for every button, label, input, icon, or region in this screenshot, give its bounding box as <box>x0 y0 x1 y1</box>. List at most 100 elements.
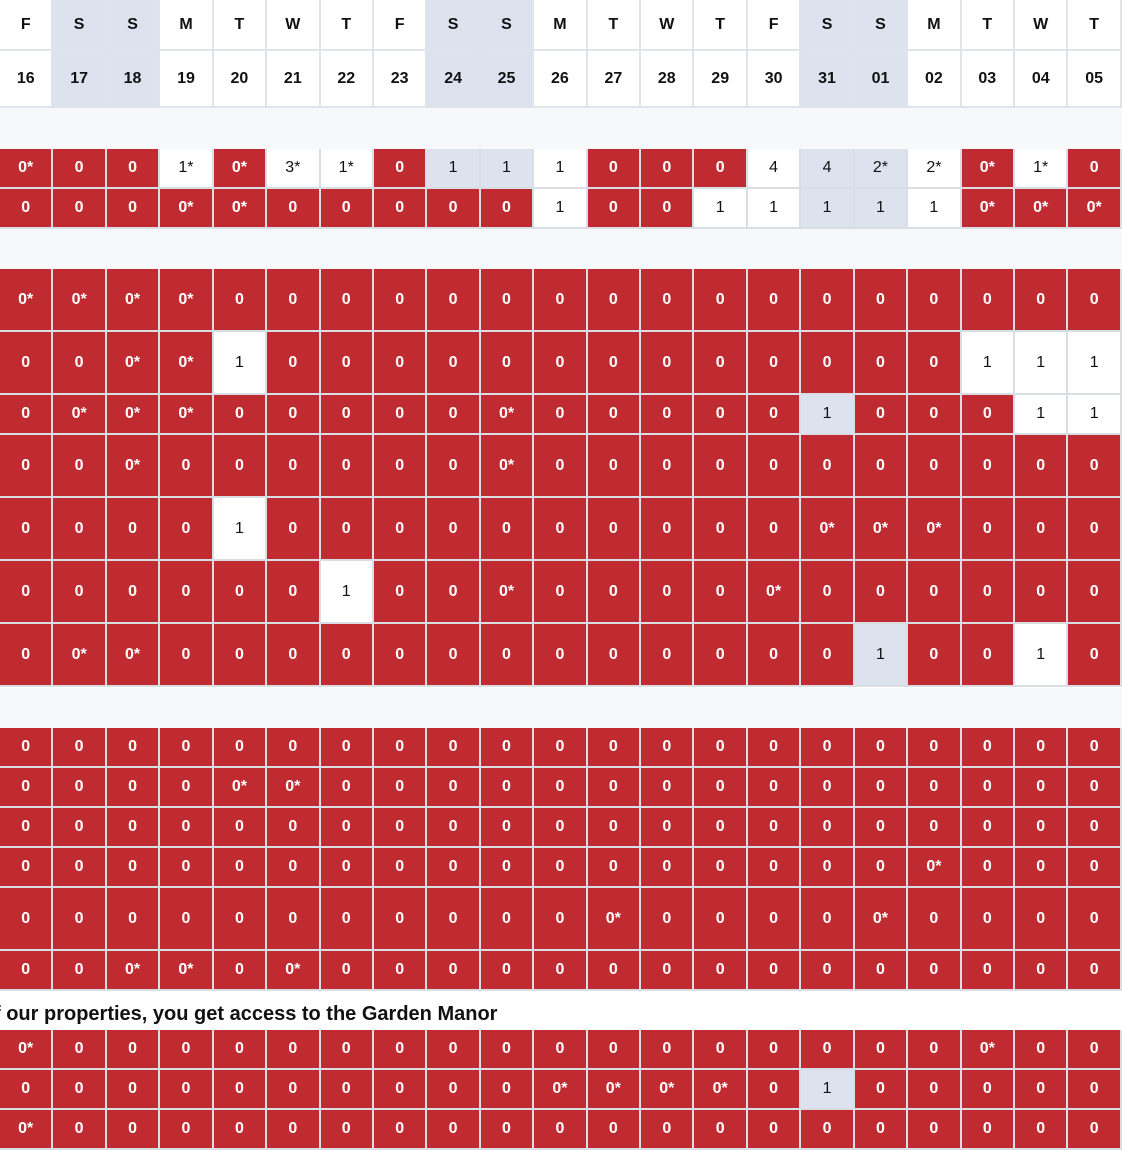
unavailable-day-cell[interactable]: 0 <box>320 498 374 561</box>
unavailable-day-cell[interactable]: 0 <box>320 435 374 498</box>
unavailable-day-cell[interactable]: 0 <box>641 561 695 624</box>
unavailable-day-cell[interactable]: 0 <box>961 1070 1016 1110</box>
unavailable-day-cell[interactable]: 0 <box>53 768 107 808</box>
unavailable-day-cell[interactable]: 0* <box>641 1070 695 1110</box>
unavailable-day-cell[interactable]: 0 <box>801 332 855 395</box>
unavailable-day-cell[interactable]: 0* <box>854 888 909 951</box>
unavailable-day-cell[interactable]: 0 <box>0 332 54 395</box>
unavailable-day-cell[interactable]: 0* <box>106 435 161 498</box>
unavailable-day-cell[interactable]: 0 <box>106 1110 161 1150</box>
unavailable-day-cell[interactable]: 0 <box>213 1030 268 1070</box>
unavailable-day-cell[interactable]: 0 <box>427 498 481 561</box>
unavailable-day-cell[interactable]: 0 <box>53 951 107 991</box>
unavailable-day-cell[interactable]: 0 <box>587 1030 642 1070</box>
unavailable-day-cell[interactable]: 0 <box>534 1030 588 1070</box>
unavailable-day-cell[interactable]: 0 <box>267 561 321 624</box>
available-day-cell[interactable]: 1* <box>160 149 214 189</box>
unavailable-day-cell[interactable]: 0 <box>961 395 1016 435</box>
unavailable-day-cell[interactable]: 0 <box>267 624 321 687</box>
unavailable-day-cell[interactable]: 0 <box>694 395 748 435</box>
unavailable-day-cell[interactable]: 0* <box>961 1030 1016 1070</box>
unavailable-day-cell[interactable]: 0 <box>213 269 268 332</box>
available-day-cell[interactable]: 1 <box>961 332 1016 395</box>
unavailable-day-cell[interactable]: 0 <box>373 888 428 951</box>
unavailable-day-cell[interactable]: 0 <box>480 269 535 332</box>
unavailable-day-cell[interactable]: 0 <box>0 498 54 561</box>
unavailable-day-cell[interactable]: 0 <box>694 624 748 687</box>
unavailable-day-cell[interactable]: 0 <box>801 435 855 498</box>
unavailable-day-cell[interactable]: 0 <box>1068 561 1122 624</box>
unavailable-day-cell[interactable]: 0* <box>534 1070 588 1110</box>
unavailable-day-cell[interactable]: 0 <box>587 951 642 991</box>
unavailable-day-cell[interactable]: 0 <box>106 1030 161 1070</box>
unavailable-day-cell[interactable]: 0* <box>694 1070 748 1110</box>
unavailable-day-cell[interactable]: 0 <box>908 332 962 395</box>
unavailable-day-cell[interactable]: 0 <box>1068 728 1122 768</box>
unavailable-day-cell[interactable]: 0 <box>106 561 161 624</box>
unavailable-day-cell[interactable]: 0 <box>908 395 962 435</box>
unavailable-day-cell[interactable]: 0 <box>480 951 535 991</box>
unavailable-day-cell[interactable]: 0 <box>213 624 268 687</box>
unavailable-day-cell[interactable]: 0 <box>587 269 642 332</box>
unavailable-day-cell[interactable]: 0* <box>160 189 214 229</box>
unavailable-day-cell[interactable]: 0 <box>587 395 642 435</box>
unavailable-day-cell[interactable]: 0 <box>427 435 481 498</box>
unavailable-day-cell[interactable]: 0 <box>1068 808 1122 848</box>
unavailable-day-cell[interactable]: 0 <box>694 848 748 888</box>
unavailable-day-cell[interactable]: 0 <box>961 435 1016 498</box>
unavailable-day-cell[interactable]: 0 <box>267 395 321 435</box>
unavailable-day-cell[interactable]: 0 <box>961 269 1016 332</box>
unavailable-day-cell[interactable]: 0 <box>641 269 695 332</box>
unavailable-day-cell[interactable]: 0 <box>267 808 321 848</box>
available-day-cell[interactable]: 1* <box>320 149 374 189</box>
unavailable-day-cell[interactable]: 0 <box>534 332 588 395</box>
unavailable-day-cell[interactable]: 0 <box>961 624 1016 687</box>
unavailable-day-cell[interactable]: 0 <box>267 332 321 395</box>
unavailable-day-cell[interactable]: 0* <box>267 951 321 991</box>
unavailable-day-cell[interactable]: 0 <box>534 498 588 561</box>
unavailable-day-cell[interactable]: 0 <box>106 498 161 561</box>
unavailable-day-cell[interactable]: 0 <box>694 561 748 624</box>
unavailable-day-cell[interactable]: 0* <box>213 149 268 189</box>
unavailable-day-cell[interactable]: 0 <box>961 498 1016 561</box>
unavailable-day-cell[interactable]: 0 <box>373 848 428 888</box>
unavailable-day-cell[interactable]: 0 <box>854 1030 909 1070</box>
unavailable-day-cell[interactable]: 0* <box>908 498 962 561</box>
unavailable-day-cell[interactable]: 0 <box>53 848 107 888</box>
unavailable-day-cell[interactable]: 0* <box>106 395 161 435</box>
available-day-cell[interactable]: 1 <box>1015 395 1069 435</box>
unavailable-day-cell[interactable]: 0 <box>160 1070 214 1110</box>
unavailable-day-cell[interactable]: 0 <box>373 498 428 561</box>
available-day-cell[interactable]: 2* <box>854 149 909 189</box>
unavailable-day-cell[interactable]: 0 <box>0 848 54 888</box>
available-day-cell[interactable]: 1* <box>1015 149 1069 189</box>
unavailable-day-cell[interactable]: 0* <box>0 1030 54 1070</box>
unavailable-day-cell[interactable]: 0 <box>427 768 481 808</box>
unavailable-day-cell[interactable]: 0 <box>480 1030 535 1070</box>
unavailable-day-cell[interactable]: 0 <box>480 768 535 808</box>
unavailable-day-cell[interactable]: 0 <box>53 888 107 951</box>
unavailable-day-cell[interactable]: 0 <box>106 189 161 229</box>
unavailable-day-cell[interactable]: 0 <box>587 435 642 498</box>
unavailable-day-cell[interactable]: 0 <box>908 269 962 332</box>
unavailable-day-cell[interactable]: 0 <box>1068 1070 1122 1110</box>
unavailable-day-cell[interactable]: 0 <box>694 1110 748 1150</box>
unavailable-day-cell[interactable]: 0 <box>427 1110 481 1150</box>
unavailable-day-cell[interactable]: 0 <box>53 498 107 561</box>
unavailable-day-cell[interactable]: 0 <box>0 951 54 991</box>
unavailable-day-cell[interactable]: 0 <box>267 189 321 229</box>
unavailable-day-cell[interactable]: 0 <box>267 1110 321 1150</box>
available-day-cell[interactable]: 2* <box>908 149 962 189</box>
unavailable-day-cell[interactable]: 0 <box>213 561 268 624</box>
unavailable-day-cell[interactable]: 0 <box>1015 498 1069 561</box>
unavailable-day-cell[interactable]: 0 <box>1015 848 1069 888</box>
unavailable-day-cell[interactable]: 0 <box>801 1030 855 1070</box>
available-day-cell[interactable]: 1 <box>213 332 268 395</box>
unavailable-day-cell[interactable]: 0 <box>854 269 909 332</box>
unavailable-day-cell[interactable]: 0 <box>1015 768 1069 808</box>
unavailable-day-cell[interactable]: 0 <box>480 1110 535 1150</box>
unavailable-day-cell[interactable]: 0 <box>1068 269 1122 332</box>
unavailable-day-cell[interactable]: 0 <box>801 1110 855 1150</box>
unavailable-day-cell[interactable]: 0 <box>427 951 481 991</box>
unavailable-day-cell[interactable]: 0 <box>160 848 214 888</box>
